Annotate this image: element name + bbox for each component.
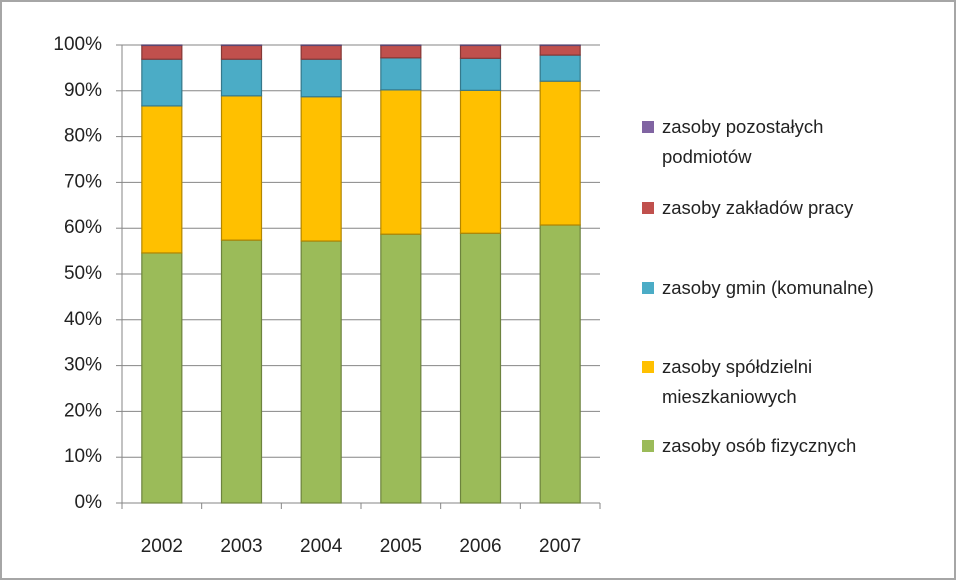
legend-swatch	[642, 121, 654, 133]
bar-segment	[459, 232, 502, 504]
legend-swatch	[642, 440, 654, 452]
legend-entry: zasoby osób fizycznych	[642, 431, 942, 461]
legend-label: zasoby spółdzielni mieszkaniowych	[662, 356, 813, 407]
x-tick-label: 2003	[220, 536, 262, 557]
bar-segment	[459, 89, 502, 234]
bar-segment	[380, 233, 422, 504]
bar-segment	[141, 58, 183, 107]
bar-segment	[539, 54, 581, 82]
bar-segment	[380, 44, 422, 59]
legend-entry: zasoby gmin (komunalne)	[642, 273, 942, 303]
y-tick-label: 90%	[64, 80, 102, 101]
legend-entry: zasoby zakładów pracy	[642, 193, 942, 223]
legend-label: zasoby pozostałych podmiotów	[662, 116, 824, 167]
bar-segment	[141, 44, 183, 60]
bar-segment	[300, 96, 342, 242]
x-tick-label: 2002	[141, 536, 183, 557]
legend-entry: zasoby pozostałych podmiotów	[642, 112, 942, 172]
x-tick-label: 2004	[300, 536, 343, 557]
legend-label: zasoby gmin (komunalne)	[662, 277, 874, 298]
legend-swatch	[642, 361, 654, 373]
bar-segment	[459, 57, 502, 91]
y-tick-label: 10%	[64, 446, 102, 467]
bar-segment	[300, 44, 342, 60]
bar-segment	[220, 239, 263, 504]
bar-segment	[539, 80, 581, 226]
legend-label: zasoby osób fizycznych	[662, 435, 857, 456]
bar-segment	[220, 58, 263, 97]
bar-segment	[141, 252, 183, 504]
legend-label: zasoby zakładów pracy	[662, 197, 854, 218]
y-tick-label: 50%	[64, 263, 102, 284]
y-tick-label: 20%	[64, 400, 102, 421]
legend-entry: zasoby spółdzielni mieszkaniowych	[642, 352, 942, 412]
bar-segment	[300, 240, 342, 504]
bar-segment	[300, 58, 342, 98]
bar-segment	[220, 95, 263, 241]
legend-swatch	[642, 282, 654, 294]
legend-swatch	[642, 202, 654, 214]
bar-segment	[220, 44, 263, 60]
x-tick-label: 2007	[539, 536, 581, 557]
bar-segment	[141, 105, 183, 254]
bar-segment	[459, 44, 502, 59]
y-tick-label: 60%	[64, 217, 102, 238]
y-tick-label: 30%	[64, 355, 102, 376]
y-tick-label: 40%	[64, 309, 102, 330]
bar-segment	[380, 57, 422, 91]
y-tick-label: 70%	[64, 171, 102, 192]
bar-segment	[539, 224, 581, 504]
y-tick-label: 100%	[53, 34, 102, 55]
y-tick-label: 0%	[75, 492, 103, 513]
x-tick-label: 2006	[459, 536, 501, 557]
y-tick-label: 80%	[64, 126, 102, 147]
x-tick-label: 2005	[380, 536, 422, 557]
bar-segment	[380, 89, 422, 235]
bar-segment	[539, 44, 581, 56]
